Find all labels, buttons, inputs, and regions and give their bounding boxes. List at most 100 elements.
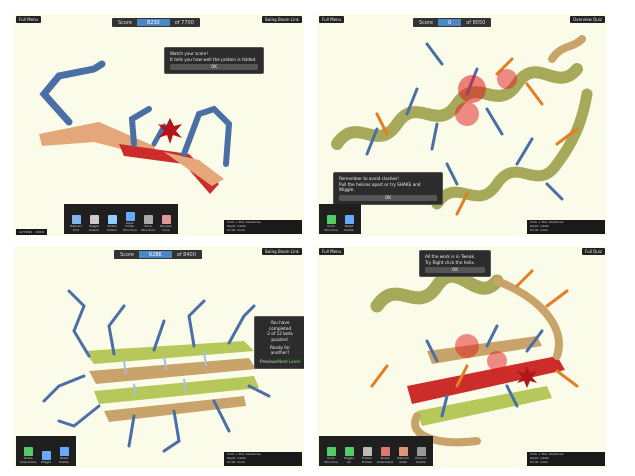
score-target: of 7700 — [175, 20, 194, 26]
tool-label: Reset Puzzle — [342, 225, 356, 232]
score-bar: Score 0 of 8050 — [413, 18, 491, 27]
control-hints: Click + Pull: backbone Right: rotate Scrol… — [527, 452, 605, 466]
tool-button[interactable]: Save Structure — [141, 215, 155, 232]
tutorial-tooltip: All the work is in Tweak. Try Right clic… — [419, 250, 491, 277]
helix — [337, 69, 577, 144]
tool-label: Open Folder Structure — [123, 222, 137, 232]
recipe-icon — [162, 215, 171, 224]
tooltip-ok-button[interactable]: OK — [339, 195, 437, 201]
tooltip-text: Try Right click the helix. — [425, 260, 485, 266]
tool-label: Freeze Protein — [360, 457, 374, 464]
score-bar: Score 6286 of 8400 — [114, 250, 202, 259]
tool-button[interactable]: Rebuild Prot — [69, 215, 83, 232]
tutorial-tooltip: Remember to avoid clashes! Pull the heli… — [333, 172, 443, 205]
next-level-button[interactable]: Next Level — [278, 359, 300, 365]
tool-button[interactable]: Reset Puzzle — [342, 215, 356, 232]
tooltip-text: Pull the helices apart or try SHAKE and … — [339, 182, 437, 193]
score-bar: Score 8230 of 7700 — [112, 18, 200, 27]
tool-label: Reset Puzzle — [57, 457, 71, 464]
shake-icon — [381, 447, 390, 456]
wiggle-icon — [90, 215, 99, 224]
corner-link-button[interactable]: Overview Quiz — [570, 16, 605, 23]
tool-label: Shake Sidech — [105, 225, 119, 232]
tool-button[interactable]: Rebuild Parts — [396, 447, 410, 464]
tool-button[interactable]: Undo Structure — [324, 215, 338, 232]
corner-link-button[interactable]: Swing Beam Link — [262, 248, 302, 255]
control-hints: Click + Pull: backbone Right: rotate Scrol… — [224, 452, 302, 466]
freeze-icon — [363, 447, 372, 456]
previous-button[interactable]: Previous — [260, 359, 278, 365]
clash-sphere — [455, 102, 479, 126]
tool-label: Rebuild Parts — [396, 457, 410, 464]
reset-icon — [60, 447, 69, 456]
control-hints: Click + Pull: backbone Right: rotate Scrol… — [224, 220, 302, 234]
tool-button[interactable]: Shake Sidech — [105, 215, 119, 232]
helix — [377, 276, 497, 306]
tool-button[interactable]: Wiggle — [39, 451, 53, 464]
score-value: 6286 — [139, 251, 172, 258]
corner-link-button[interactable]: Full Quiz — [582, 248, 605, 255]
puzzle-panel-4: Full Menu Full Quiz All the work is in T… — [317, 246, 607, 468]
tool-button[interactable]: Undo Structure — [324, 447, 338, 464]
tool-label: Wiggle All — [342, 457, 356, 464]
reset-icon — [345, 215, 354, 224]
puzzle-panel-2: Full Menu Overview Quiz Score 0 of 8050 … — [317, 14, 607, 236]
control-hints: Click + Pull: backbone Right: rotate Scrol… — [527, 220, 605, 234]
full-menu-button[interactable]: Full Menu — [319, 16, 344, 23]
folder-icon — [126, 212, 135, 221]
puzzle-panel-3: Swing Beam Link Score 6286 of 8400 You h… — [14, 246, 304, 468]
action-toolbar: Undo Structure Reset Puzzle — [319, 204, 361, 234]
tool-label: Wiggle — [41, 461, 51, 464]
tool-button[interactable]: Open Folder Structure — [123, 212, 137, 232]
undo-icon — [327, 215, 336, 224]
loop — [552, 39, 582, 59]
tooltip-ok-button[interactable]: OK — [425, 267, 485, 273]
puzzle-panel-1: Full Menu Swing Beam Link Score 8230 of … — [14, 14, 304, 236]
tool-label: Undo Structure — [324, 457, 338, 464]
full-menu-button[interactable]: Full Menu — [16, 16, 41, 23]
tool-button[interactable]: Freeze Protein — [360, 447, 374, 464]
tool-label: Save Structure — [141, 225, 155, 232]
rebuild-icon — [72, 215, 81, 224]
tool-label: Recipes Cook — [159, 225, 173, 232]
tool-label: Rebuild Prot — [69, 225, 83, 232]
clash-sphere — [458, 75, 486, 103]
corner-link-button[interactable]: Swing Beam Link — [262, 16, 302, 23]
full-menu-button[interactable]: Full Menu — [319, 248, 344, 255]
tutorial-tooltip: Watch your score! It tells you how well … — [164, 47, 264, 74]
status-actions[interactable]: ACTIONS · UNDO — [16, 229, 47, 235]
protein-view-4[interactable] — [317, 246, 607, 468]
sidechain — [44, 64, 102, 122]
dialog-text: 2 of 12 beta puzzles! — [260, 331, 300, 342]
level-complete-dialog: You have completed 2 of 12 beta puzzles!… — [254, 316, 304, 369]
tool-button[interactable]: Recipes Cook — [159, 215, 173, 232]
tool-button[interactable]: Shake Sidechains — [21, 447, 35, 464]
tool-label: Shake Sidechains — [377, 457, 393, 464]
tool-button[interactable]: Shake Sidechains — [378, 447, 392, 464]
shake-icon — [24, 447, 33, 456]
tooltip-text: It tells you how well the protein is fol… — [170, 57, 258, 63]
action-toolbar: Undo Structure Wiggle All Freeze Protein Sh… — [319, 436, 433, 466]
tool-label: Explore Puzzle — [414, 457, 428, 464]
action-toolbar: Shake Sidechains Wiggle Reset Puzzle — [16, 436, 76, 466]
tool-button[interactable]: Reset Puzzle — [57, 447, 71, 464]
tool-label: Undo Structure — [324, 225, 338, 232]
clash-sphere — [487, 351, 507, 371]
tool-button[interactable]: Wiggle Sidech — [87, 215, 101, 232]
shake-icon — [108, 215, 117, 224]
score-target: of 8050 — [466, 20, 485, 26]
save-icon — [144, 215, 153, 224]
score-label: Score — [419, 20, 433, 26]
score-value: 0 — [438, 19, 461, 26]
beta-strand — [164, 152, 224, 186]
tooltip-ok-button[interactable]: OK — [170, 64, 258, 70]
score-target: of 8400 — [177, 252, 196, 258]
wiggle-icon — [345, 447, 354, 456]
explore-icon — [417, 447, 426, 456]
score-value: 8230 — [137, 19, 170, 26]
tool-button[interactable]: Explore Puzzle — [414, 447, 428, 464]
action-toolbar: Rebuild Prot Wiggle Sidech Shake Sidech Ope… — [64, 204, 178, 234]
score-label: Score — [120, 252, 134, 258]
beta-strand — [427, 336, 542, 364]
tool-button[interactable]: Wiggle All — [342, 447, 356, 464]
